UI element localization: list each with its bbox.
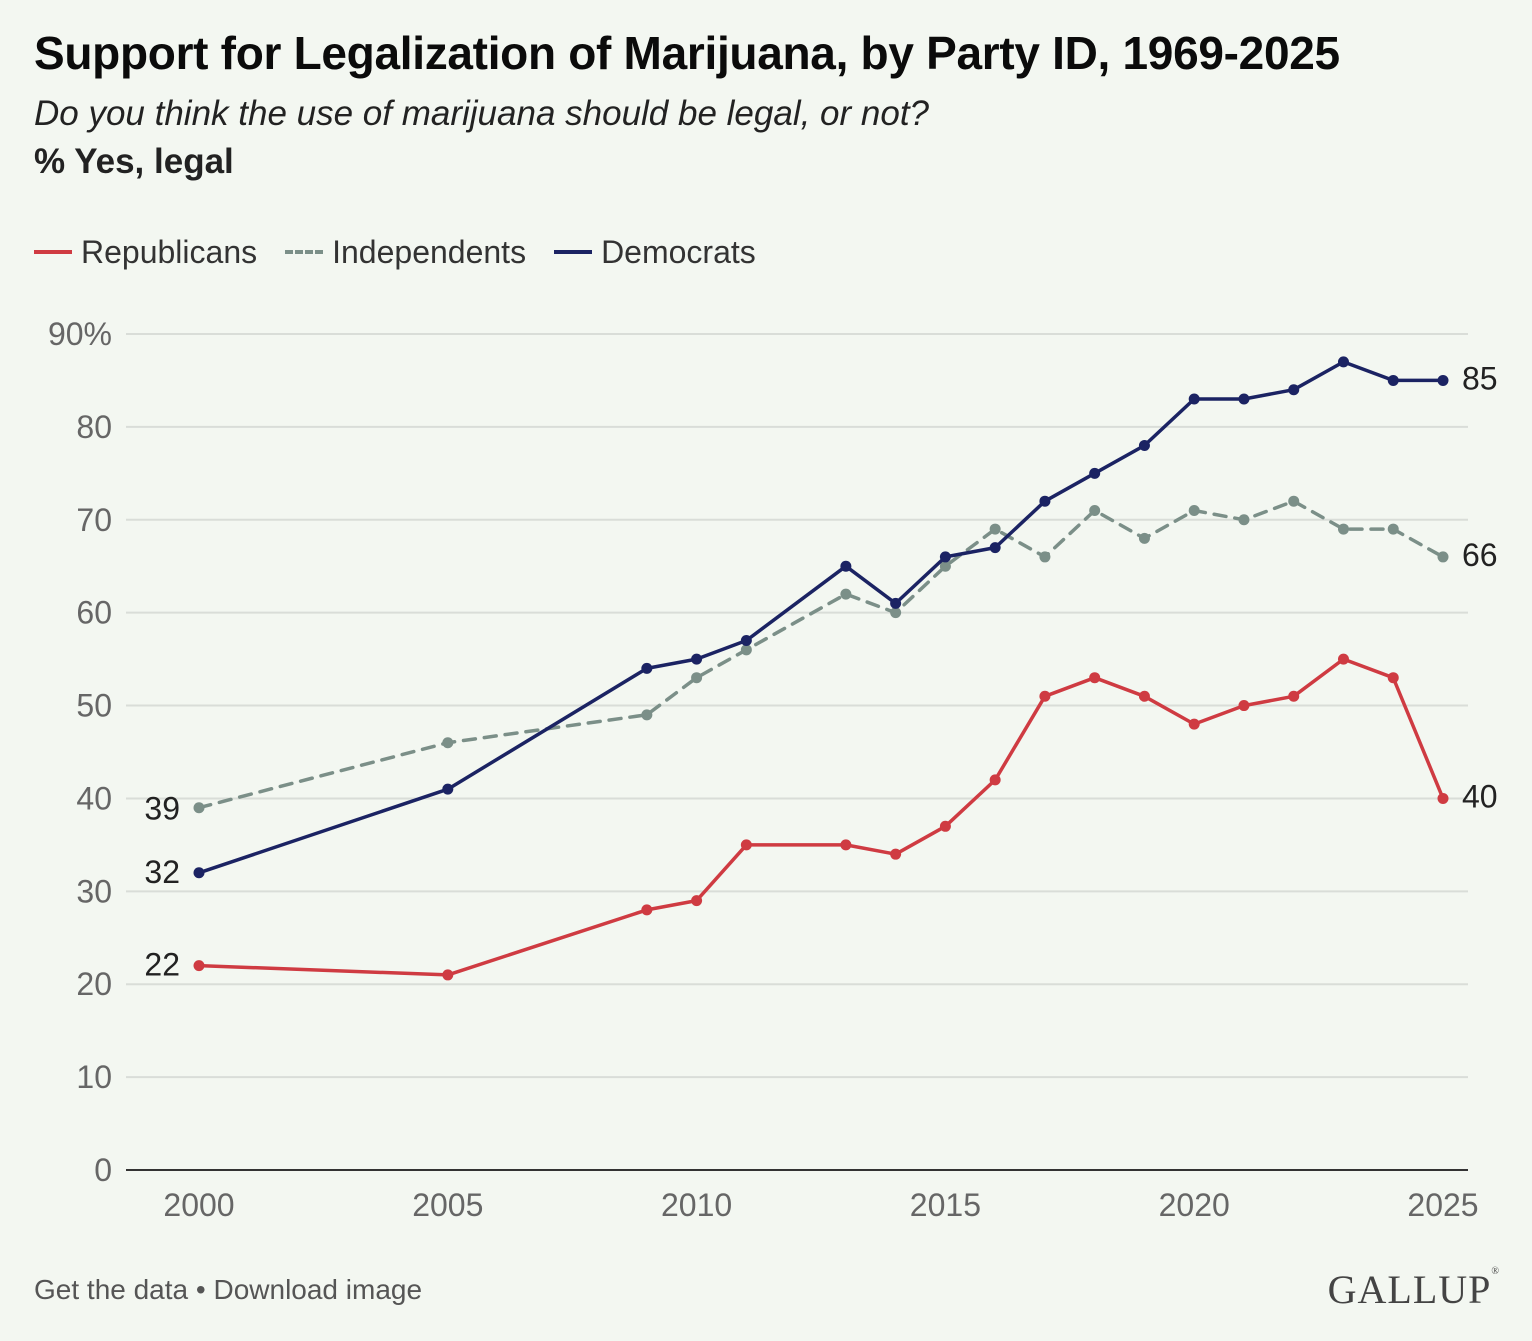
download-image-link[interactable]: Download image (213, 1274, 423, 1305)
y-tick-label: 60 (76, 595, 112, 631)
end-label-democrats: 85 (1462, 360, 1498, 396)
data-point-republicans (890, 848, 902, 860)
data-point-democrats (193, 867, 205, 879)
legend-label-independents: Independents (332, 233, 527, 270)
data-point-democrats (890, 597, 902, 609)
data-point-independents (1337, 523, 1349, 535)
data-point-republicans (1188, 718, 1200, 730)
data-point-republicans (1238, 700, 1250, 712)
data-point-independents (1039, 551, 1051, 563)
series-line-independents (197, 499, 1445, 810)
data-point-republicans (740, 839, 752, 851)
data-point-democrats (1387, 374, 1399, 386)
y-tick-label: 50 (76, 688, 112, 724)
start-label-democrats: 32 (144, 854, 180, 890)
y-tick-label: 10 (76, 1059, 112, 1095)
data-point-independents (442, 737, 454, 749)
data-point-republicans (939, 820, 951, 832)
data-point-republicans (1288, 690, 1300, 702)
y-tick-label: 0 (94, 1152, 112, 1188)
data-point-republicans (641, 904, 653, 916)
data-point-democrats (1437, 374, 1449, 386)
data-point-republicans (1089, 672, 1101, 684)
chart-title: Support for Legalization of Marijuana, b… (34, 27, 1340, 79)
x-tick-label: 2000 (163, 1187, 234, 1223)
data-point-democrats (1288, 384, 1300, 396)
legend-label-democrats: Democrats (601, 233, 756, 270)
legend: Republicans Independents Democrats (34, 232, 784, 272)
x-tick-label: 2005 (412, 1187, 483, 1223)
data-point-independents (1138, 532, 1150, 544)
data-point-democrats (641, 662, 653, 674)
data-point-independents (1437, 551, 1449, 563)
data-point-republicans (989, 774, 1001, 786)
data-point-democrats (989, 542, 1001, 554)
get-data-link[interactable]: Get the data (34, 1274, 189, 1305)
data-point-democrats (740, 635, 752, 647)
series-line-republicans (197, 657, 1445, 977)
legend-item-republicans[interactable]: Republicans (34, 234, 257, 271)
data-point-independents (840, 588, 852, 600)
data-point-independents (1089, 504, 1101, 516)
data-point-independents (989, 523, 1001, 535)
data-point-republicans (691, 895, 703, 907)
data-point-democrats (840, 560, 852, 572)
gallup-logo: GALLUP® (1327, 1266, 1500, 1312)
data-point-democrats (1089, 467, 1101, 479)
legend-swatch-republicans (34, 250, 72, 254)
data-point-democrats (691, 653, 703, 665)
data-point-democrats (1039, 495, 1051, 507)
data-point-democrats (939, 551, 951, 563)
end-label-independents: 66 (1462, 537, 1498, 573)
data-point-republicans (840, 839, 852, 851)
data-point-independents (740, 644, 752, 656)
data-point-independents (1387, 523, 1399, 535)
legend-item-independents[interactable]: Independents (285, 234, 526, 271)
y-tick-label: 30 (76, 873, 112, 909)
legend-swatch-independents (285, 250, 324, 254)
data-point-republicans (1387, 672, 1399, 684)
data-point-independents (890, 607, 902, 619)
y-tick-label: 20 (76, 966, 112, 1002)
y-tick-label: 80 (76, 409, 112, 445)
data-point-independents (193, 802, 205, 814)
start-label-independents: 39 (144, 791, 180, 827)
legend-label-republicans: Republicans (81, 233, 258, 270)
x-tick-label: 2015 (910, 1187, 981, 1223)
data-point-republicans (1039, 690, 1051, 702)
start-label-republicans: 22 (144, 947, 180, 983)
data-point-republicans (1138, 690, 1150, 702)
y-tick-label: 90% (48, 316, 112, 352)
unit-note: % Yes, legal (34, 142, 234, 181)
x-tick-label: 2010 (661, 1187, 732, 1223)
footer-separator: • (195, 1274, 206, 1305)
data-point-democrats (1337, 356, 1349, 368)
data-point-independents (641, 709, 653, 721)
data-point-democrats (442, 783, 454, 795)
data-point-democrats (1238, 393, 1250, 405)
data-point-republicans (442, 969, 454, 981)
data-point-independents (1188, 504, 1200, 516)
y-tick-label: 70 (76, 502, 112, 538)
x-tick-label: 2020 (1159, 1187, 1230, 1223)
data-point-republicans (1337, 653, 1349, 665)
data-point-republicans (1437, 792, 1449, 804)
legend-swatch-democrats (554, 250, 593, 254)
data-point-independents (939, 560, 951, 572)
data-point-independents (1288, 495, 1300, 507)
legend-item-democrats[interactable]: Democrats (554, 234, 756, 271)
end-label-republicans: 40 (1462, 778, 1498, 814)
series-line-democrats (197, 360, 1445, 875)
data-point-independents (1238, 514, 1250, 526)
chart-subtitle: Do you think the use of marijuana should… (34, 94, 930, 133)
x-tick-label: 2025 (1407, 1187, 1478, 1223)
y-tick-label: 40 (76, 780, 112, 816)
data-point-independents (691, 672, 703, 684)
data-point-republicans (193, 960, 205, 972)
data-point-democrats (1138, 439, 1150, 451)
data-point-democrats (1188, 393, 1200, 405)
footer-links: Get the data • Download image (34, 1274, 422, 1306)
